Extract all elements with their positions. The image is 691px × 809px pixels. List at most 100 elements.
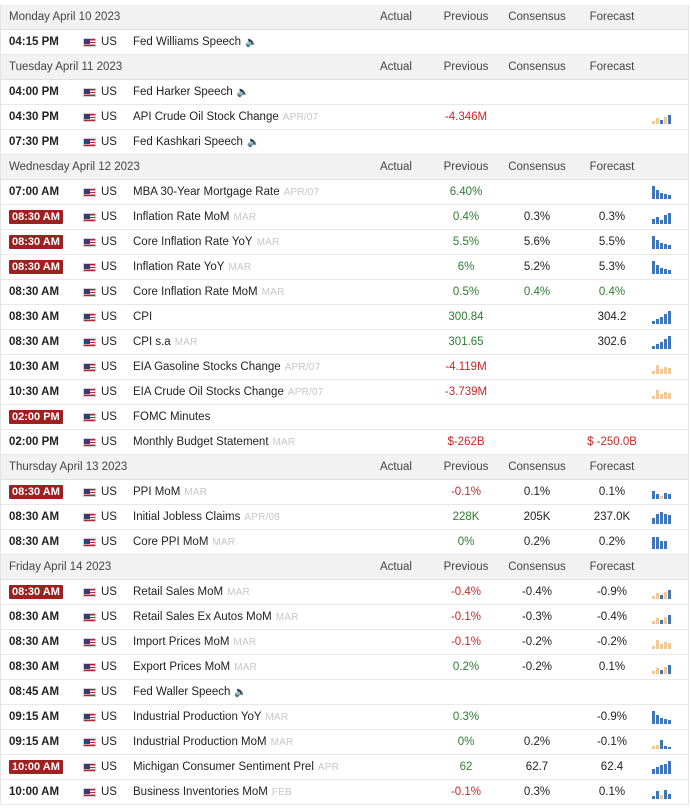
event-name-link[interactable]: CPI	[133, 311, 153, 323]
event-row[interactable]: 08:30 AM US CPI 300.84 304.2	[0, 305, 689, 330]
event-consensus: 0.3%	[523, 786, 551, 798]
event-row[interactable]: 04:15 PM US Fed Williams Speech 🔈	[0, 30, 689, 55]
event-row[interactable]: 10:00 AM US Business Inventories MoM FEB -0.…	[0, 780, 689, 805]
event-name-link[interactable]: Fed Harker Speech	[133, 86, 233, 98]
event-name-cell[interactable]: Core Inflation Rate YoY MAR	[133, 230, 279, 254]
event-row[interactable]: 07:30 PM US Fed Kashkari Speech 🔈	[0, 130, 689, 155]
sparkline-bar	[664, 244, 667, 249]
event-row[interactable]: 08:30 AM US Retail Sales MoM MAR -0.4% -0.4% -…	[0, 580, 689, 605]
event-forecast	[577, 405, 647, 429]
event-row[interactable]: 08:30 AM US Inflation Rate MoM MAR 0.4% 0.3% 0…	[0, 205, 689, 230]
sparkline-chart-icon	[652, 485, 671, 499]
event-name-cell[interactable]: CPI	[133, 305, 152, 329]
event-row[interactable]: 04:00 PM US Fed Harker Speech 🔈	[0, 80, 689, 105]
event-name-link[interactable]: Fed Waller Speech	[133, 686, 231, 698]
event-row[interactable]: 04:30 PM US API Crude Oil Stock Change APR/…	[0, 105, 689, 130]
event-name-link[interactable]: Core Inflation Rate YoY	[133, 236, 253, 248]
event-name-link[interactable]: Industrial Production MoM	[133, 736, 267, 748]
event-row[interactable]: 08:30 AM US Retail Sales Ex Autos MoM MAR -0…	[0, 605, 689, 630]
event-consensus: -0.4%	[521, 586, 553, 598]
event-name-cell[interactable]: FOMC Minutes	[133, 405, 210, 429]
sparkline-chart-icon	[652, 610, 671, 624]
event-name-link[interactable]: Export Prices MoM	[133, 661, 231, 673]
event-forecast: -0.4%	[596, 611, 628, 623]
event-name-cell[interactable]: Retail Sales Ex Autos MoM MAR	[133, 605, 299, 629]
event-time: 02:00 PM	[9, 436, 59, 448]
event-row[interactable]: 10:30 AM US EIA Gasoline Stocks Change APR/…	[0, 355, 689, 380]
event-name-cell[interactable]: Initial Jobless Claims APR/08	[133, 505, 280, 529]
event-name-cell[interactable]: Fed Kashkari Speech 🔈	[133, 130, 259, 154]
event-row[interactable]: 09:15 AM US Industrial Production MoM MAR 0%…	[0, 730, 689, 755]
event-row[interactable]: 08:30 AM US PPI MoM MAR -0.1% 0.1% 0.1%	[0, 480, 689, 505]
column-header-forecast: Forecast	[589, 161, 635, 173]
sparkline-bar	[660, 595, 663, 599]
event-row[interactable]: 02:00 PM US FOMC Minutes	[0, 405, 689, 430]
event-name-link[interactable]: Business Inventories MoM	[133, 786, 268, 798]
sparkline-chart-icon	[652, 235, 671, 249]
event-row[interactable]: 09:15 AM US Industrial Production YoY MAR 0.…	[0, 705, 689, 730]
event-name-cell[interactable]: CPI s.a MAR	[133, 330, 198, 354]
sparkline-cell	[652, 705, 686, 729]
event-name-link[interactable]: EIA Gasoline Stocks Change	[133, 361, 281, 373]
event-name-link[interactable]: Monthly Budget Statement	[133, 436, 269, 448]
event-row[interactable]: 08:30 AM US CPI s.a MAR 301.65 302.6	[0, 330, 689, 355]
event-name-link[interactable]: FOMC Minutes	[133, 411, 211, 423]
speaker-icon: 🔈	[234, 686, 247, 698]
event-name-cell[interactable]: Monthly Budget Statement MAR	[133, 430, 295, 454]
event-name-link[interactable]: Retail Sales Ex Autos MoM	[133, 611, 272, 623]
sparkline-bar	[652, 121, 655, 124]
event-row[interactable]: 08:30 AM US Inflation Rate YoY MAR 6% 5.2% 5.3…	[0, 255, 689, 280]
event-name-cell[interactable]: Import Prices MoM MAR	[133, 630, 256, 654]
event-name-cell[interactable]: Core Inflation Rate MoM MAR	[133, 280, 284, 304]
event-name-link[interactable]: Initial Jobless Claims	[133, 511, 241, 523]
event-name-link[interactable]: Retail Sales MoM	[133, 586, 224, 598]
event-row[interactable]: 08:30 AM US Initial Jobless Claims APR/08 22…	[0, 505, 689, 530]
event-name-cell[interactable]: Export Prices MoM MAR	[133, 655, 257, 679]
day-date: Friday April 14 2023	[9, 561, 112, 573]
event-name-cell[interactable]: Business Inventories MoM FEB	[133, 780, 292, 804]
event-name-cell[interactable]: Retail Sales MoM MAR	[133, 580, 250, 604]
event-row[interactable]: 08:30 AM US Core Inflation Rate YoY MAR 5.5%…	[0, 230, 689, 255]
event-name-cell[interactable]: Fed Harker Speech 🔈	[133, 80, 249, 104]
flag-cell	[83, 480, 96, 504]
event-row[interactable]: 10:30 AM US EIA Crude Oil Stocks Change APR…	[0, 380, 689, 405]
event-actual	[369, 130, 423, 154]
event-name-cell[interactable]: Fed Waller Speech 🔈	[133, 680, 247, 704]
event-name-cell[interactable]: Industrial Production YoY MAR	[133, 705, 288, 729]
event-row[interactable]: 08:30 AM US Core Inflation Rate MoM MAR 0.5%…	[0, 280, 689, 305]
event-row[interactable]: 02:00 PM US Monthly Budget Statement MAR $-2…	[0, 430, 689, 455]
sparkline-cell	[652, 580, 686, 604]
event-name-cell[interactable]: Core PPI MoM MAR	[133, 530, 235, 554]
event-name-link[interactable]: Fed Williams Speech	[133, 36, 242, 48]
event-name-cell[interactable]: Inflation Rate MoM MAR	[133, 205, 256, 229]
event-name-link[interactable]: Core PPI MoM	[133, 536, 209, 548]
event-name-cell[interactable]: PPI MoM MAR	[133, 480, 207, 504]
event-name-cell[interactable]: MBA 30-Year Mortgage Rate APR/07	[133, 180, 319, 204]
event-name-link[interactable]: Inflation Rate YoY	[133, 261, 225, 273]
event-name-cell[interactable]: EIA Crude Oil Stocks Change APR/07	[133, 380, 324, 404]
event-name-link[interactable]: PPI MoM	[133, 486, 181, 498]
event-name-cell[interactable]: Michigan Consumer Sentiment Prel APR	[133, 755, 339, 779]
event-name-link[interactable]: Industrial Production YoY	[133, 711, 262, 723]
event-name-link[interactable]: Core Inflation Rate MoM	[133, 286, 258, 298]
event-name-cell[interactable]: Fed Williams Speech 🔈	[133, 30, 257, 54]
event-name-link[interactable]: EIA Crude Oil Stocks Change	[133, 386, 284, 398]
event-row[interactable]: 08:45 AM US Fed Waller Speech 🔈	[0, 680, 689, 705]
event-name-link[interactable]: Michigan Consumer Sentiment Prel	[133, 761, 314, 773]
event-name-link[interactable]: Inflation Rate MoM	[133, 211, 230, 223]
event-name-cell[interactable]: EIA Gasoline Stocks Change APR/07	[133, 355, 320, 379]
event-forecast	[577, 30, 647, 54]
event-row[interactable]: 10:00 AM US Michigan Consumer Sentiment Pr…	[0, 755, 689, 780]
event-name-link[interactable]: MBA 30-Year Mortgage Rate	[133, 186, 280, 198]
event-name-cell[interactable]: API Crude Oil Stock Change APR/07	[133, 105, 318, 129]
event-row[interactable]: 07:00 AM US MBA 30-Year Mortgage Rate APR/0…	[0, 180, 689, 205]
event-name-link[interactable]: Fed Kashkari Speech	[133, 136, 243, 148]
event-name-link[interactable]: Import Prices MoM	[133, 636, 230, 648]
event-name-cell[interactable]: Industrial Production MoM MAR	[133, 730, 293, 754]
event-name-cell[interactable]: Inflation Rate YoY MAR	[133, 255, 251, 279]
event-row[interactable]: 08:30 AM US Core PPI MoM MAR 0% 0.2% 0.2%	[0, 530, 689, 555]
event-name-link[interactable]: API Crude Oil Stock Change	[133, 111, 279, 123]
event-name-link[interactable]: CPI s.a	[133, 336, 171, 348]
event-row[interactable]: 08:30 AM US Import Prices MoM MAR -0.1% -0.2%…	[0, 630, 689, 655]
event-row[interactable]: 08:30 AM US Export Prices MoM MAR 0.2% -0.2% 0…	[0, 655, 689, 680]
